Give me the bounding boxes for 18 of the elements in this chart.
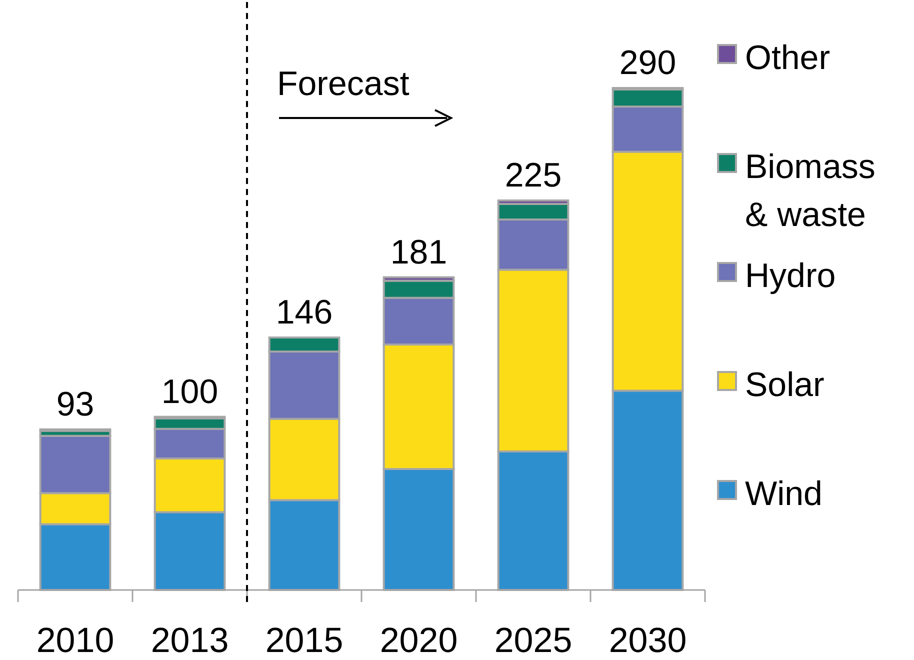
x-tick-label: 2010 (36, 621, 114, 660)
annotation: 146 (276, 293, 333, 332)
annotation: Forecast (277, 65, 410, 103)
x-tick-label: 2020 (380, 621, 458, 660)
x-tick-label: 2025 (494, 621, 572, 660)
x-tick-label: 2015 (265, 621, 344, 660)
annotation: 181 (390, 233, 448, 272)
annotation: 100 (161, 372, 218, 411)
annotation: 225 (504, 156, 562, 194)
x-tick-label: 2030 (608, 621, 687, 660)
legend-label: Biomass & waste (745, 148, 876, 234)
legend-label: Other (745, 39, 830, 77)
x-tick-label: 2013 (150, 621, 229, 660)
legend-label: Wind (745, 475, 822, 513)
annotation: 93 (56, 385, 94, 424)
text: 290 (619, 44, 676, 82)
legend-label: Hydro (745, 257, 836, 295)
legend-label: Solar (745, 366, 824, 404)
